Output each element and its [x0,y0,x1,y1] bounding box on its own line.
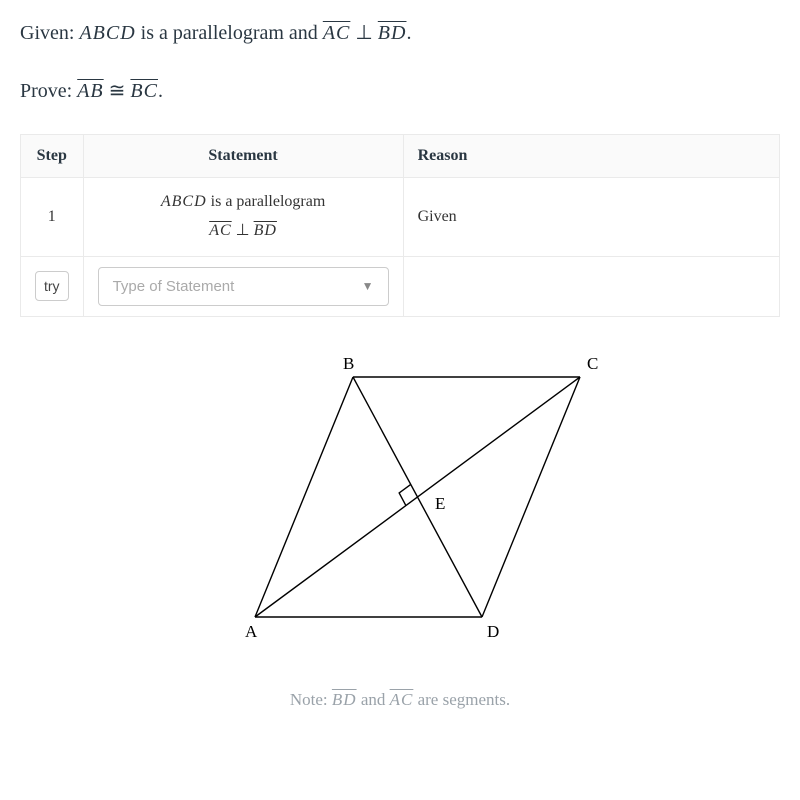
prove-seg1: AB [77,80,103,102]
parallelogram-figure: A B C D E [185,337,615,667]
note-suffix: are segments. [413,690,510,709]
given-mid: is a parallelogram and [136,22,323,44]
given-shape: ABCD [79,22,135,44]
given-seg2: BD [378,22,407,44]
statement-dropdown-cell: Type of Statement ▼ [83,256,403,316]
given-suffix: . [406,22,411,44]
prove-seg2: BC [130,80,158,102]
header-statement: Statement [83,135,403,178]
stmt2-perp: ⊥ [232,222,254,239]
note-mid: and [357,690,390,709]
note-seg1: BD [332,690,357,709]
given-line: Given: ABCD is a parallelogram and AC ⊥ … [20,18,780,48]
stmt2-seg1: AC [209,222,231,239]
prove-suffix: . [158,80,163,102]
note-seg2: AC [390,690,414,709]
dropdown-placeholder: Type of Statement [113,278,235,295]
stmt2-seg2: BD [254,222,277,239]
figure-note: Note: BD and AC are segments. [20,690,780,710]
congruent-symbol: ≅ [104,80,131,102]
perp-symbol: ⊥ [350,22,377,44]
header-step: Step [21,135,84,178]
table-row: 1 ABCD is a parallelogram AC ⊥ BD Given [21,178,780,257]
try-button[interactable]: try [35,271,69,301]
statement-type-dropdown[interactable]: Type of Statement ▼ [98,267,389,306]
chevron-down-icon: ▼ [362,279,374,293]
figure-container: A B C D E Note: BD and AC are segments. [20,337,780,710]
svg-text:B: B [343,354,354,373]
note-prefix: Note: [290,690,332,709]
svg-text:A: A [245,622,258,641]
table-row: try Type of Statement ▼ [21,256,780,316]
stmt1-shape: ABCD [161,193,207,210]
step-1-statement: ABCD is a parallelogram AC ⊥ BD [83,178,403,257]
step-1-reason: Given [403,178,779,257]
svg-text:E: E [435,494,445,513]
reason-empty [403,256,779,316]
header-reason: Reason [403,135,779,178]
proof-table: Step Statement Reason 1 ABCD is a parall… [20,134,780,317]
prove-prefix: Prove: [20,80,77,102]
step-1-number: 1 [21,178,84,257]
svg-text:D: D [487,622,499,641]
given-prefix: Given: [20,22,79,44]
stmt1-rest: is a parallelogram [207,193,326,210]
prove-line: Prove: AB ≅ BC. [20,76,780,106]
given-seg1: AC [323,22,351,44]
svg-text:C: C [587,354,598,373]
try-cell: try [21,256,84,316]
